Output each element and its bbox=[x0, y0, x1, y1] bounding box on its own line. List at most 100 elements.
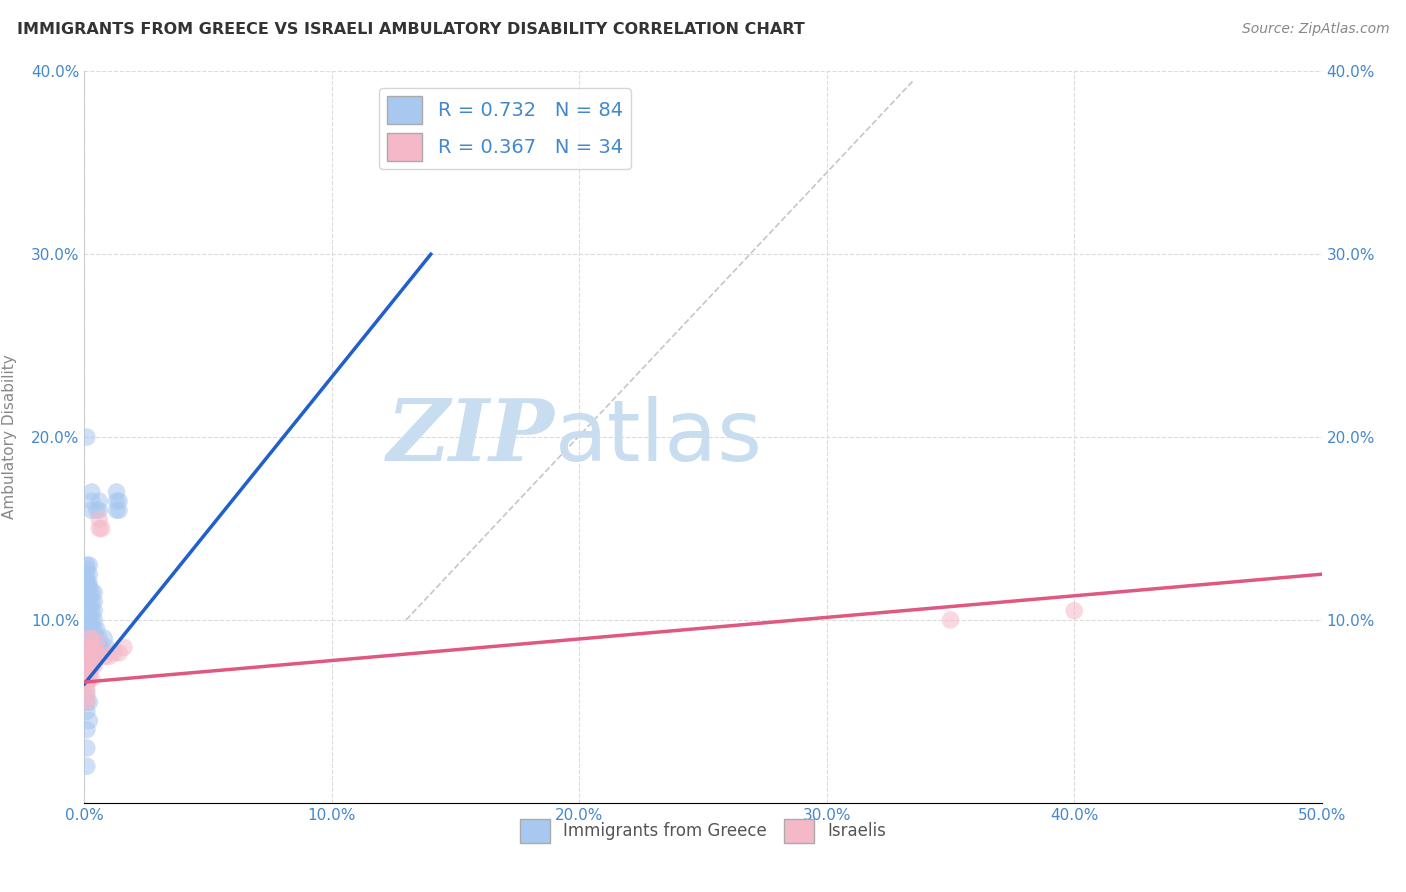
Point bbox=[105, 503, 128, 517]
Point bbox=[76, 576, 98, 591]
Point bbox=[76, 558, 98, 573]
Point bbox=[105, 485, 128, 500]
Point bbox=[76, 705, 98, 719]
Text: Source: ZipAtlas.com: Source: ZipAtlas.com bbox=[1241, 22, 1389, 37]
Legend: Immigrants from Greece, Israelis: Immigrants from Greece, Israelis bbox=[513, 813, 893, 849]
Point bbox=[83, 649, 105, 664]
Point bbox=[83, 649, 105, 664]
Point bbox=[83, 622, 105, 636]
Point bbox=[76, 723, 98, 737]
Point bbox=[76, 573, 98, 587]
Point bbox=[76, 613, 98, 627]
Point bbox=[76, 627, 98, 641]
Point bbox=[90, 640, 112, 655]
Point bbox=[76, 649, 98, 664]
Point bbox=[76, 635, 98, 649]
Point bbox=[79, 695, 101, 709]
Point bbox=[89, 521, 111, 535]
Point bbox=[86, 635, 108, 649]
Point bbox=[80, 658, 103, 673]
Point bbox=[80, 649, 103, 664]
Point bbox=[86, 640, 108, 655]
Point bbox=[93, 632, 115, 646]
Point bbox=[76, 618, 98, 632]
Point bbox=[76, 622, 98, 636]
Point bbox=[76, 604, 98, 618]
Point bbox=[79, 558, 101, 573]
Point bbox=[79, 714, 101, 728]
Point bbox=[76, 653, 98, 667]
Point bbox=[83, 585, 105, 599]
Point bbox=[79, 616, 101, 631]
Point bbox=[76, 690, 98, 704]
Point bbox=[79, 627, 101, 641]
Point bbox=[86, 646, 108, 660]
Point bbox=[76, 609, 98, 624]
Point bbox=[108, 646, 131, 660]
Point bbox=[80, 658, 103, 673]
Point bbox=[79, 649, 101, 664]
Point bbox=[79, 591, 101, 605]
Point bbox=[80, 632, 103, 646]
Point bbox=[80, 594, 103, 608]
Point bbox=[79, 664, 101, 678]
Point bbox=[76, 695, 98, 709]
Point bbox=[90, 521, 112, 535]
Point bbox=[76, 430, 98, 444]
Point bbox=[80, 640, 103, 655]
Point bbox=[86, 622, 108, 636]
Point bbox=[79, 585, 101, 599]
Point bbox=[76, 599, 98, 613]
Point bbox=[80, 640, 103, 655]
Point bbox=[79, 632, 101, 646]
Point bbox=[79, 613, 101, 627]
Point bbox=[108, 503, 131, 517]
Text: atlas: atlas bbox=[554, 395, 762, 479]
Point bbox=[98, 649, 121, 664]
Point bbox=[86, 503, 108, 517]
Point bbox=[79, 622, 101, 636]
Point bbox=[76, 562, 98, 576]
Point bbox=[103, 646, 125, 660]
Point bbox=[80, 485, 103, 500]
Point bbox=[79, 640, 101, 655]
Point bbox=[80, 649, 103, 664]
Point bbox=[76, 672, 98, 686]
Point bbox=[112, 640, 135, 655]
Point bbox=[79, 599, 101, 613]
Point bbox=[79, 632, 101, 646]
Point bbox=[939, 613, 962, 627]
Point bbox=[79, 658, 101, 673]
Point bbox=[79, 580, 101, 594]
Point bbox=[76, 759, 98, 773]
Point bbox=[76, 591, 98, 605]
Point bbox=[89, 512, 111, 526]
Text: IMMIGRANTS FROM GREECE VS ISRAELI AMBULATORY DISABILITY CORRELATION CHART: IMMIGRANTS FROM GREECE VS ISRAELI AMBULA… bbox=[17, 22, 804, 37]
Point bbox=[76, 600, 98, 615]
Point bbox=[93, 649, 115, 664]
Point bbox=[79, 604, 101, 618]
Point bbox=[76, 567, 98, 582]
Point bbox=[96, 640, 118, 655]
Point bbox=[89, 503, 111, 517]
Point bbox=[76, 653, 98, 667]
Point bbox=[76, 686, 98, 700]
Point bbox=[89, 632, 111, 646]
Point bbox=[79, 672, 101, 686]
Text: ZIP: ZIP bbox=[387, 395, 554, 479]
Point bbox=[83, 658, 105, 673]
Point bbox=[83, 632, 105, 646]
Point bbox=[80, 503, 103, 517]
Point bbox=[79, 576, 101, 591]
Point bbox=[76, 646, 98, 660]
Point bbox=[76, 594, 98, 608]
Point bbox=[76, 677, 98, 691]
Point bbox=[76, 580, 98, 594]
Point bbox=[76, 740, 98, 755]
Point bbox=[80, 613, 103, 627]
Point bbox=[86, 632, 108, 646]
Point bbox=[80, 494, 103, 508]
Point bbox=[79, 653, 101, 667]
Point bbox=[83, 640, 105, 655]
Point bbox=[80, 632, 103, 646]
